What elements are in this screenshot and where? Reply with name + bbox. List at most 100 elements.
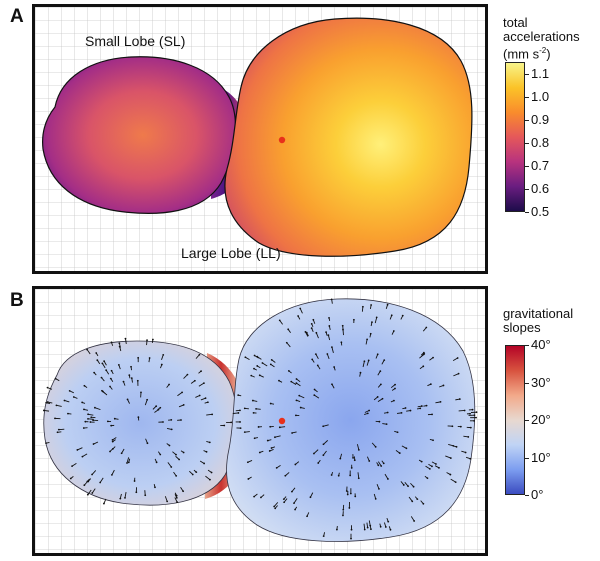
colorbar-a-tickmark: [525, 165, 529, 167]
slope-arrow-head: [101, 389, 103, 392]
slope-arrow-head: [431, 413, 433, 416]
slope-arrow-head: [342, 508, 345, 511]
slope-arrow-head: [275, 466, 278, 469]
slope-arrow-head: [157, 408, 160, 411]
slope-arrow-head: [255, 407, 257, 410]
slope-arrow-head: [310, 322, 313, 325]
slope-arrow-head: [309, 496, 312, 499]
slope-arrow-head: [316, 364, 319, 367]
slope-arrow-head: [383, 359, 386, 361]
slope-arrow: [206, 413, 213, 416]
colorbar-a-tickmark: [525, 96, 529, 98]
slope-arrow-head: [389, 528, 392, 531]
slope-arrow-head: [81, 455, 84, 458]
slope-arrow-head: [420, 405, 423, 407]
slope-arrow-head: [253, 437, 256, 440]
slope-arrow-head: [148, 357, 151, 359]
slope-arrow-head: [258, 374, 261, 377]
slope-arrow-head: [384, 526, 387, 528]
slope-arrow-head: [72, 396, 75, 398]
slope-arrow-head: [109, 385, 111, 388]
slope-arrow-head: [457, 372, 460, 375]
slope-arrow-head: [111, 440, 114, 443]
slope-arrow-head: [103, 360, 106, 363]
slope-arrow: [82, 453, 88, 458]
colorbar-b-tick-label: 10°: [531, 449, 551, 465]
slope-arrow-head: [109, 377, 112, 380]
slope-arrow-head: [105, 369, 108, 371]
slope-arrow-head: [349, 492, 352, 495]
slope-arrow-head: [299, 307, 302, 310]
slope-arrow-head: [120, 452, 123, 455]
slope-arrow-head: [211, 413, 214, 416]
slope-arrow-head: [432, 439, 434, 442]
slope-arrow: [273, 502, 279, 507]
slope-arrow-head: [293, 502, 295, 505]
slope-arrow-head: [204, 397, 207, 400]
slope-arrow-head: [419, 407, 422, 410]
slope-arrow-head: [87, 413, 89, 416]
slope-arrow-head: [282, 498, 285, 501]
slope-arrow-head: [297, 315, 300, 317]
slope-arrow-head: [159, 453, 162, 456]
slope-arrow-head: [295, 382, 298, 385]
slope-arrow-head: [146, 339, 148, 341]
slope-arrow-head: [136, 379, 139, 382]
slope-arrow-head: [336, 528, 338, 531]
panel-a-frame: Small Lobe (SL) Large Lobe (LL): [32, 4, 488, 274]
slope-arrow-head: [168, 444, 171, 447]
slope-arrow-head: [287, 328, 290, 331]
slope-arrow-head: [342, 514, 344, 517]
slope-arrow-head: [295, 399, 298, 402]
colorbar-b-tick-label: 0°: [531, 487, 544, 502]
slope-arrow: [183, 374, 188, 379]
slope-arrow-head: [341, 324, 344, 327]
slope-arrow-head: [322, 535, 325, 538]
slope-arrow-head: [90, 416, 93, 419]
slope-arrow-head: [175, 496, 178, 499]
slope-arrow-head: [92, 443, 95, 445]
slope-arrow-head: [68, 390, 71, 392]
slope-arrow-head: [162, 353, 165, 356]
colorbar-a-bar: [505, 62, 525, 212]
slope-arrow-head: [206, 401, 209, 404]
slope-arrow-head: [337, 474, 340, 477]
slope-arrow-head: [251, 399, 254, 402]
slope-arrow-head: [432, 356, 434, 359]
slope-arrow-head: [285, 341, 288, 344]
slope-arrow-head: [155, 461, 158, 464]
slope-arrow-head: [284, 474, 287, 477]
slope-arrow-head: [294, 508, 296, 511]
slope-arrow-head: [345, 490, 348, 492]
colorbar-a-tick-label: 0.9: [531, 111, 550, 127]
slope-arrow-head: [274, 436, 276, 439]
slope-arrow-head: [203, 382, 205, 385]
slope-arrow-head: [333, 366, 336, 368]
slope-arrow-head: [45, 401, 48, 404]
slope-arrow-head: [91, 473, 93, 476]
slope-arrow-head: [168, 383, 170, 386]
slope-arrow: [87, 489, 92, 495]
slope-arrow: [363, 523, 366, 530]
slope-arrow-head: [54, 377, 57, 380]
slope-arrow: [408, 496, 413, 502]
slope-arrow-head: [359, 371, 362, 374]
colorbar-a-tickmark: [525, 119, 529, 121]
slope-arrow-head: [258, 451, 261, 454]
panel-a-plot: [35, 7, 485, 271]
slope-arrow-head: [87, 480, 90, 483]
slope-arrow-head: [210, 471, 213, 474]
slope-arrow-head: [310, 327, 313, 330]
slope-arrow-head: [106, 420, 109, 423]
slope-arrow: [313, 449, 319, 454]
slope-arrow-head: [331, 383, 333, 386]
slope-arrow-head: [387, 520, 390, 523]
slope-arrow: [77, 447, 83, 451]
slope-arrow-head: [84, 420, 87, 423]
slope-arrow: [356, 444, 360, 451]
colorbar-b-tickmark: [525, 420, 529, 421]
slope-arrow-head: [266, 439, 269, 442]
slope-arrow-head: [473, 419, 475, 422]
slope-arrow-head: [357, 449, 360, 451]
colorbar-a-tickmark: [525, 188, 529, 190]
